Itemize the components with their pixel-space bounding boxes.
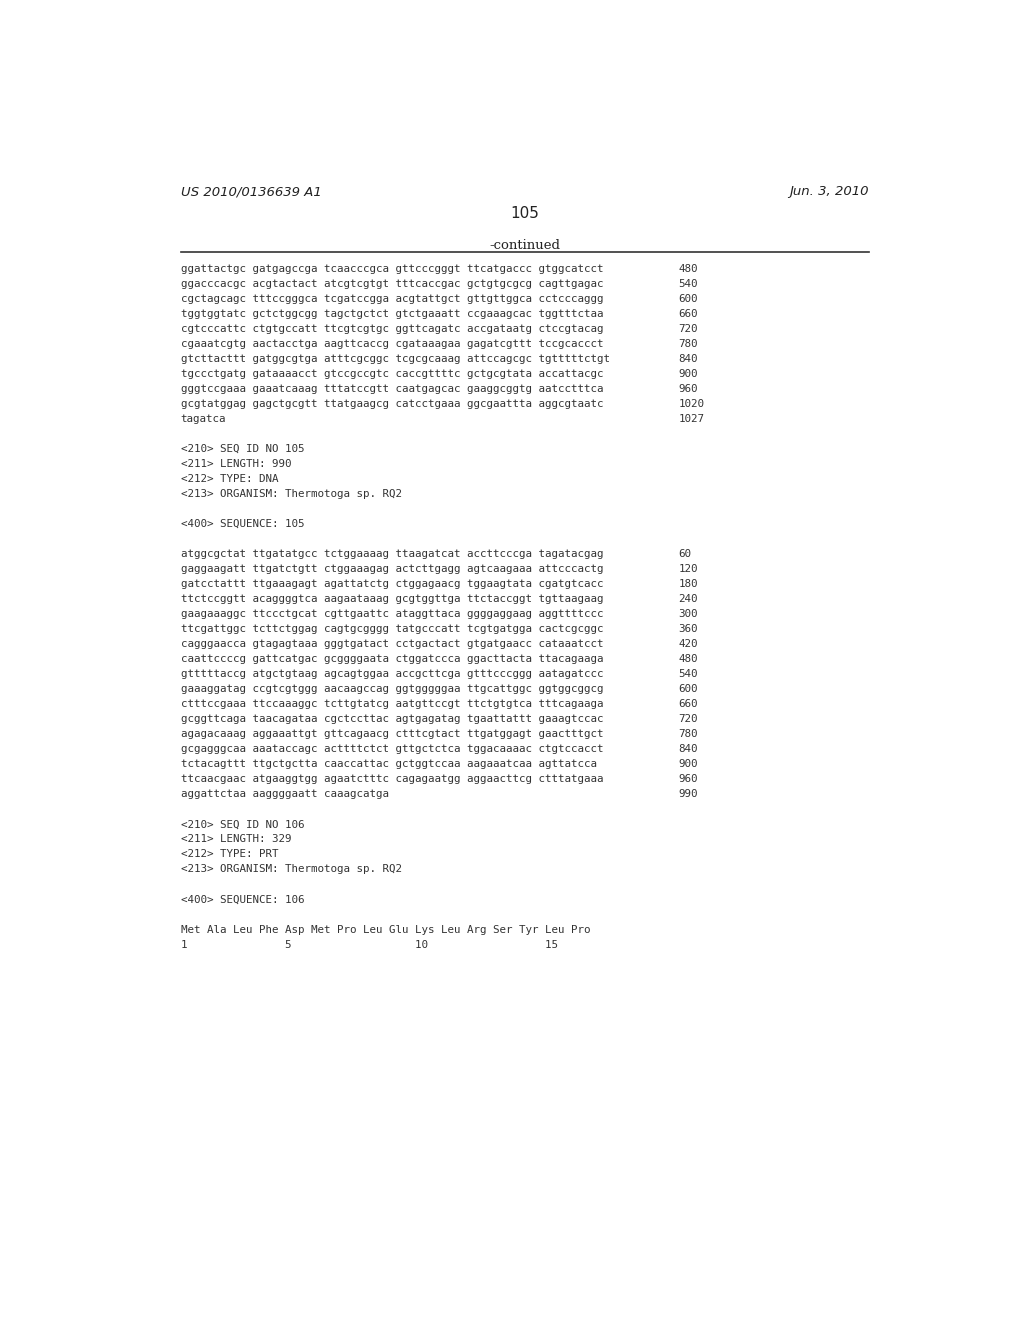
Text: 660: 660 bbox=[678, 309, 697, 319]
Text: 720: 720 bbox=[678, 323, 697, 334]
Text: 360: 360 bbox=[678, 624, 697, 634]
Text: 1020: 1020 bbox=[678, 399, 705, 409]
Text: 960: 960 bbox=[678, 384, 697, 393]
Text: caattccccg gattcatgac gcggggaata ctggatccca ggacttacta ttacagaaga: caattccccg gattcatgac gcggggaata ctggatc… bbox=[180, 655, 603, 664]
Text: 840: 840 bbox=[678, 354, 697, 364]
Text: <210> SEQ ID NO 105: <210> SEQ ID NO 105 bbox=[180, 444, 304, 454]
Text: tgccctgatg gataaaacct gtccgccgtc caccgttttc gctgcgtata accattacgc: tgccctgatg gataaaacct gtccgccgtc caccgtt… bbox=[180, 370, 603, 379]
Text: <211> LENGTH: 990: <211> LENGTH: 990 bbox=[180, 459, 291, 469]
Text: 900: 900 bbox=[678, 370, 697, 379]
Text: ggattactgc gatgagccga tcaacccgca gttcccgggt ttcatgaccc gtggcatcct: ggattactgc gatgagccga tcaacccgca gttcccg… bbox=[180, 264, 603, 273]
Text: <212> TYPE: PRT: <212> TYPE: PRT bbox=[180, 850, 279, 859]
Text: 120: 120 bbox=[678, 564, 697, 574]
Text: 600: 600 bbox=[678, 294, 697, 304]
Text: Jun. 3, 2010: Jun. 3, 2010 bbox=[790, 185, 869, 198]
Text: aggattctaa aaggggaatt caaagcatga: aggattctaa aaggggaatt caaagcatga bbox=[180, 789, 389, 800]
Text: gaaaggatag ccgtcgtggg aacaagccag ggtgggggaa ttgcattggc ggtggcggcg: gaaaggatag ccgtcgtggg aacaagccag ggtgggg… bbox=[180, 684, 603, 694]
Text: -continued: -continued bbox=[489, 239, 560, 252]
Text: 600: 600 bbox=[678, 684, 697, 694]
Text: gatcctattt ttgaaagagt agattatctg ctggagaacg tggaagtata cgatgtcacc: gatcctattt ttgaaagagt agattatctg ctggaga… bbox=[180, 579, 603, 589]
Text: 480: 480 bbox=[678, 264, 697, 273]
Text: atggcgctat ttgatatgcc tctggaaaag ttaagatcat accttcccga tagatacgag: atggcgctat ttgatatgcc tctggaaaag ttaagat… bbox=[180, 549, 603, 560]
Text: ttcgattggc tcttctggag cagtgcgggg tatgcccatt tcgtgatgga cactcgcggc: ttcgattggc tcttctggag cagtgcgggg tatgccc… bbox=[180, 624, 603, 634]
Text: 900: 900 bbox=[678, 759, 697, 770]
Text: 540: 540 bbox=[678, 669, 697, 680]
Text: ctttccgaaa ttccaaaggc tcttgtatcg aatgttccgt ttctgtgtca tttcagaaga: ctttccgaaa ttccaaaggc tcttgtatcg aatgttc… bbox=[180, 700, 603, 709]
Text: 720: 720 bbox=[678, 714, 697, 725]
Text: gaagaaaggc ttccctgcat cgttgaattc ataggttaca ggggaggaag aggttttccc: gaagaaaggc ttccctgcat cgttgaattc ataggtt… bbox=[180, 610, 603, 619]
Text: cgtcccattc ctgtgccatt ttcgtcgtgc ggttcagatc accgataatg ctccgtacag: cgtcccattc ctgtgccatt ttcgtcgtgc ggttcag… bbox=[180, 323, 603, 334]
Text: <400> SEQUENCE: 105: <400> SEQUENCE: 105 bbox=[180, 519, 304, 529]
Text: <400> SEQUENCE: 106: <400> SEQUENCE: 106 bbox=[180, 895, 304, 904]
Text: gtttttaccg atgctgtaag agcagtggaa accgcttcga gtttcccggg aatagatccc: gtttttaccg atgctgtaag agcagtggaa accgctt… bbox=[180, 669, 603, 680]
Text: 990: 990 bbox=[678, 789, 697, 800]
Text: <213> ORGANISM: Thermotoga sp. RQ2: <213> ORGANISM: Thermotoga sp. RQ2 bbox=[180, 490, 401, 499]
Text: 840: 840 bbox=[678, 744, 697, 754]
Text: gtcttacttt gatggcgtga atttcgcggc tcgcgcaaag attccagcgc tgtttttctgt: gtcttacttt gatggcgtga atttcgcggc tcgcgca… bbox=[180, 354, 609, 364]
Text: <210> SEQ ID NO 106: <210> SEQ ID NO 106 bbox=[180, 820, 304, 829]
Text: cgctagcagc tttccgggca tcgatccgga acgtattgct gttgttggca cctcccaggg: cgctagcagc tttccgggca tcgatccgga acgtatt… bbox=[180, 294, 603, 304]
Text: <211> LENGTH: 329: <211> LENGTH: 329 bbox=[180, 834, 291, 845]
Text: 60: 60 bbox=[678, 549, 691, 560]
Text: tggtggtatc gctctggcgg tagctgctct gtctgaaatt ccgaaagcac tggtttctaa: tggtggtatc gctctggcgg tagctgctct gtctgaa… bbox=[180, 309, 603, 319]
Text: 480: 480 bbox=[678, 655, 697, 664]
Text: 300: 300 bbox=[678, 610, 697, 619]
Text: Met Ala Leu Phe Asp Met Pro Leu Glu Lys Leu Arg Ser Tyr Leu Pro: Met Ala Leu Phe Asp Met Pro Leu Glu Lys … bbox=[180, 924, 590, 935]
Text: 780: 780 bbox=[678, 339, 697, 348]
Text: ttctccggtt acaggggtca aagaataaag gcgtggttga ttctaccggt tgttaagaag: ttctccggtt acaggggtca aagaataaag gcgtggt… bbox=[180, 594, 603, 605]
Text: US 2010/0136639 A1: US 2010/0136639 A1 bbox=[180, 185, 322, 198]
Text: tctacagttt ttgctgctta caaccattac gctggtccaa aagaaatcaa agttatcca: tctacagttt ttgctgctta caaccattac gctggtc… bbox=[180, 759, 597, 770]
Text: 105: 105 bbox=[510, 206, 540, 222]
Text: agagacaaag aggaaattgt gttcagaacg ctttcgtact ttgatggagt gaactttgct: agagacaaag aggaaattgt gttcagaacg ctttcgt… bbox=[180, 730, 603, 739]
Text: ttcaacgaac atgaaggtgg agaatctttc cagagaatgg aggaacttcg ctttatgaaa: ttcaacgaac atgaaggtgg agaatctttc cagagaa… bbox=[180, 775, 603, 784]
Text: 1               5                   10                  15: 1 5 10 15 bbox=[180, 940, 558, 949]
Text: tagatca: tagatca bbox=[180, 414, 226, 424]
Text: <212> TYPE: DNA: <212> TYPE: DNA bbox=[180, 474, 279, 484]
Text: 420: 420 bbox=[678, 639, 697, 649]
Text: 660: 660 bbox=[678, 700, 697, 709]
Text: 780: 780 bbox=[678, 730, 697, 739]
Text: 960: 960 bbox=[678, 775, 697, 784]
Text: 240: 240 bbox=[678, 594, 697, 605]
Text: gcgagggcaa aaataccagc acttttctct gttgctctca tggacaaaac ctgtccacct: gcgagggcaa aaataccagc acttttctct gttgctc… bbox=[180, 744, 603, 754]
Text: gcggttcaga taacagataa cgctccttac agtgagatag tgaattattt gaaagtccac: gcggttcaga taacagataa cgctccttac agtgaga… bbox=[180, 714, 603, 725]
Text: 540: 540 bbox=[678, 279, 697, 289]
Text: cgaaatcgtg aactacctga aagttcaccg cgataaagaa gagatcgttt tccgcaccct: cgaaatcgtg aactacctga aagttcaccg cgataaa… bbox=[180, 339, 603, 348]
Text: 180: 180 bbox=[678, 579, 697, 589]
Text: gcgtatggag gagctgcgtt ttatgaagcg catcctgaaa ggcgaattta aggcgtaatc: gcgtatggag gagctgcgtt ttatgaagcg catcctg… bbox=[180, 399, 603, 409]
Text: <213> ORGANISM: Thermotoga sp. RQ2: <213> ORGANISM: Thermotoga sp. RQ2 bbox=[180, 865, 401, 874]
Text: 1027: 1027 bbox=[678, 414, 705, 424]
Text: gaggaagatt ttgatctgtt ctggaaagag actcttgagg agtcaagaaa attcccactg: gaggaagatt ttgatctgtt ctggaaagag actcttg… bbox=[180, 564, 603, 574]
Text: ggacccacgc acgtactact atcgtcgtgt tttcaccgac gctgtgcgcg cagttgagac: ggacccacgc acgtactact atcgtcgtgt tttcacc… bbox=[180, 279, 603, 289]
Text: gggtccgaaa gaaatcaaag tttatccgtt caatgagcac gaaggcggtg aatcctttca: gggtccgaaa gaaatcaaag tttatccgtt caatgag… bbox=[180, 384, 603, 393]
Text: cagggaacca gtagagtaaa gggtgatact cctgactact gtgatgaacc cataaatcct: cagggaacca gtagagtaaa gggtgatact cctgact… bbox=[180, 639, 603, 649]
